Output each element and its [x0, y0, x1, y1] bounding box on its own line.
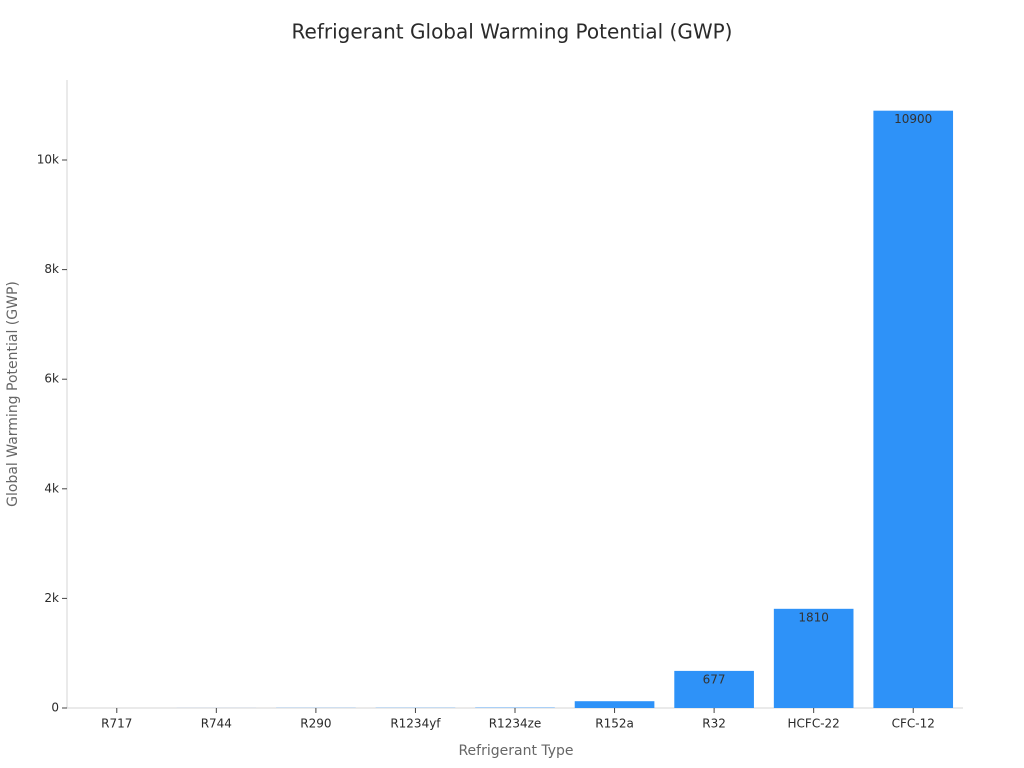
bar: [873, 110, 954, 708]
x-tick-label: R290: [300, 717, 331, 731]
y-tick-label: 2k: [44, 591, 59, 605]
value-label: 1810: [798, 610, 829, 624]
x-axis-title: Refrigerant Type: [458, 743, 573, 759]
value-label: 677: [703, 672, 726, 686]
x-tick-label: R717: [101, 717, 132, 731]
bar: [674, 670, 754, 708]
y-tick-label: 4k: [44, 481, 59, 495]
x-tick-label: R1234ze: [489, 717, 542, 731]
bar: [773, 608, 854, 708]
y-tick-label: 8k: [44, 262, 59, 276]
x-tick-label: HCFC-22: [788, 717, 840, 731]
x-tick-label: R1234yf: [390, 717, 441, 731]
y-axis-title: Global Warming Potential (GWP): [5, 281, 21, 507]
x-tick-label: R32: [702, 717, 726, 731]
chart-title: Refrigerant Global Warming Potential (GW…: [292, 20, 733, 44]
bar: [574, 701, 655, 708]
y-tick-label: 0: [51, 701, 59, 715]
y-tick-label: 6k: [44, 372, 59, 386]
x-tick-label: R152a: [595, 717, 634, 731]
value-label: 10900: [894, 112, 932, 126]
x-tick-label: CFC-12: [892, 717, 935, 731]
x-tick-label: R744: [201, 717, 232, 731]
y-tick-label: 10k: [37, 153, 59, 167]
